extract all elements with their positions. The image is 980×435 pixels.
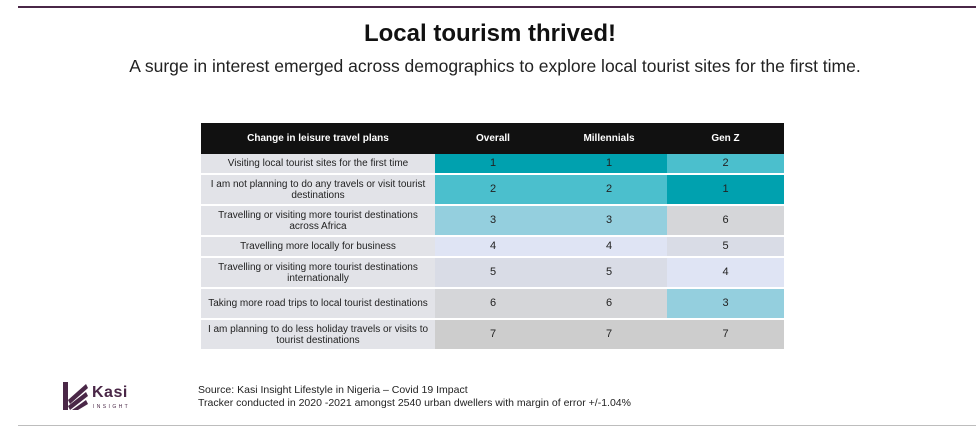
table-row: I am planning to do less holiday travels… [201,319,784,351]
ranking-table: Change in leisure travel plans Overall M… [201,123,784,351]
top-divider [18,6,976,8]
row-label: Travelling or visiting more tourist dest… [201,205,435,237]
gen-z-rank: 2 [667,154,784,175]
millennials-rank: 5 [551,257,667,289]
source-line-1: Source: Kasi Insight Lifestyle in Nigeri… [198,384,468,396]
millennials-rank: 6 [551,288,667,320]
logo-tagline: INSIGHT [93,404,131,410]
table-row: I am not planning to do any travels or v… [201,174,784,206]
row-label: Travelling more locally for business [201,236,435,258]
row-label: Travelling or visiting more tourist dest… [201,257,435,289]
table-row: Taking more road trips to local tourist … [201,288,784,320]
kasi-logo: Kasi INSIGHT [62,380,152,414]
gen-z-rank: 1 [667,174,784,206]
overall-rank: 6 [435,288,551,320]
logo-wordmark: Kasi [92,384,128,401]
overall-rank: 1 [435,154,551,175]
table-row: Travelling or visiting more tourist dest… [201,257,784,289]
gen-z-rank: 7 [667,319,784,351]
header-gen-z: Gen Z [667,123,784,154]
overall-rank: 4 [435,236,551,258]
millennials-rank: 7 [551,319,667,351]
page-title: Local tourism thrived! [363,20,617,47]
row-label: I am planning to do less holiday travels… [201,319,435,351]
overall-rank: 2 [435,174,551,206]
row-label: I am not planning to do any travels or v… [201,174,435,206]
table-row: Travelling more locally for business 4 4… [201,236,784,258]
gen-z-rank: 4 [667,257,784,289]
millennials-rank: 3 [551,205,667,237]
page-subtitle: A surge in interest emerged across demog… [129,56,861,76]
millennials-rank: 4 [551,236,667,258]
kasi-logo-icon [63,382,88,410]
table-row: Visiting local tourist sites for the fir… [201,154,784,175]
bottom-divider [18,425,976,426]
header-millennials: Millennials [551,123,667,154]
header-overall: Overall [435,123,551,154]
header-change-in-plans: Change in leisure travel plans [201,123,435,154]
row-label: Taking more road trips to local tourist … [201,288,435,320]
source-line-2: Tracker conducted in 2020 -2021 amongst … [198,397,631,409]
source-note: Source: Kasi Insight Lifestyle in Nigeri… [198,384,631,410]
gen-z-rank: 6 [667,205,784,237]
overall-rank: 7 [435,319,551,351]
table-row: Travelling or visiting more tourist dest… [201,205,784,237]
table-header-row: Change in leisure travel plans Overall M… [201,123,784,154]
millennials-rank: 2 [551,174,667,206]
gen-z-rank: 5 [667,236,784,258]
overall-rank: 5 [435,257,551,289]
gen-z-rank: 3 [667,288,784,320]
row-label: Visiting local tourist sites for the fir… [201,154,435,175]
millennials-rank: 1 [551,154,667,175]
overall-rank: 3 [435,205,551,237]
